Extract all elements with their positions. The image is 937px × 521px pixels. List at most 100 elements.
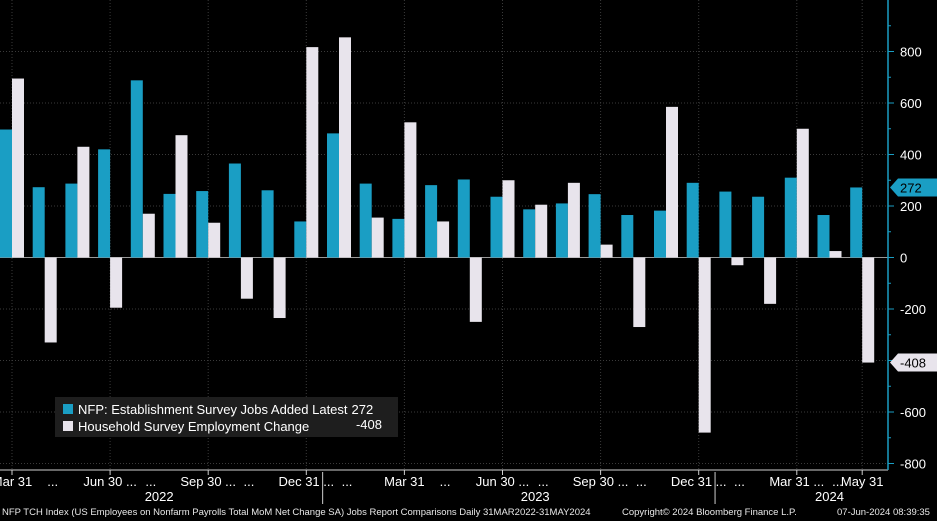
bar-establishment <box>457 179 470 258</box>
bar-household <box>666 106 678 258</box>
x-ellipsis-label: ... <box>342 474 353 489</box>
bar-establishment <box>621 215 634 258</box>
bar-household <box>240 257 253 299</box>
bar-establishment <box>98 149 111 258</box>
bar-household <box>698 257 711 433</box>
bar-household <box>12 78 24 258</box>
y-tick-label: -200 <box>900 302 926 317</box>
legend-value-establishment: 272 <box>351 401 374 417</box>
bar-household <box>567 182 580 258</box>
y-tick-label: 200 <box>900 199 922 214</box>
legend-value-household: -408 <box>355 417 382 432</box>
bar-household <box>764 257 777 304</box>
x-ellipsis-label: ... <box>636 474 647 489</box>
chart: Mar 31 Jun 30 ... Sep 30 ... Dec 31 ... Mar … <box>0 0 937 504</box>
bar-household <box>142 213 155 258</box>
footer-timestamp: 07-Jun-2024 08:39:35 <box>837 507 930 518</box>
last-value-label: 272 <box>900 180 922 195</box>
x-tick-label: Mar 31 ... <box>769 474 824 489</box>
legend-item-household: Household Survey Employment Change -408 <box>63 417 390 435</box>
last-value-label: -408 <box>900 356 926 371</box>
bar-household <box>469 257 482 322</box>
bar-household <box>437 221 450 258</box>
x-ellipsis-label: ... <box>538 474 549 489</box>
x-ellipsis-label: ... <box>243 474 254 489</box>
footer-description: NFP TCH Index (US Employees on Nonfarm P… <box>2 507 591 518</box>
bar-establishment <box>817 215 830 258</box>
bar-establishment <box>523 209 536 258</box>
bar-household <box>633 257 646 328</box>
bar-establishment <box>555 203 568 258</box>
bar-establishment <box>425 185 438 258</box>
y-tick-label: 0 <box>900 251 907 266</box>
bar-establishment <box>490 196 503 258</box>
legend-label-household: Household Survey Employment Change <box>78 418 310 434</box>
x-tick-label: Jun 30 ... <box>83 474 136 489</box>
bar-establishment <box>752 196 765 258</box>
x-tick-label: Sep 30 ... <box>573 474 629 489</box>
bar-establishment <box>32 187 45 258</box>
footer: NFP TCH Index (US Employees on Nonfarm P… <box>0 505 937 521</box>
bar-establishment <box>130 80 143 258</box>
bar-establishment <box>294 221 307 258</box>
bar-establishment <box>850 187 863 258</box>
x-ellipsis-label: ... <box>734 474 745 489</box>
x-tick-label: May 31 <box>841 474 884 489</box>
legend-swatch-household <box>63 421 73 431</box>
last-value-tag <box>890 353 937 372</box>
x-ellipsis-label: ... <box>832 474 843 489</box>
bar-establishment <box>196 191 209 258</box>
x-ellipsis-label: ... <box>440 474 451 489</box>
footer-copyright: Copyright© 2024 Bloomberg Finance L.P. <box>622 507 797 518</box>
y-tick-label: -800 <box>900 457 926 472</box>
bar-establishment <box>327 133 339 258</box>
legend-swatch-establishment <box>63 404 73 414</box>
bar-household <box>502 180 515 258</box>
bar-establishment <box>65 183 78 258</box>
bar-household <box>535 204 548 258</box>
bar-establishment <box>228 163 241 258</box>
legend-item-establishment: NFP: Establishment Survey Jobs Added Lat… <box>63 400 390 418</box>
bar-household <box>110 257 123 308</box>
legend-label-establishment: NFP: Establishment Survey Jobs Added Lat… <box>78 401 348 417</box>
x-tick-label: Dec 31 ... <box>671 474 727 489</box>
bar-household <box>339 37 351 258</box>
x-tick-label: Sep 30 ... <box>180 474 236 489</box>
bar-household <box>77 146 90 258</box>
bar-household <box>371 217 384 258</box>
year-label: 2023 <box>521 489 550 504</box>
y-tick-label: -600 <box>900 405 926 420</box>
bar-establishment <box>686 182 699 258</box>
bar-establishment <box>654 210 666 258</box>
x-tick-label: Mar 31 <box>384 474 424 489</box>
bar-establishment <box>784 177 797 258</box>
y-tick-label: 400 <box>900 148 922 163</box>
x-tick-label: Dec 31 ... <box>278 474 334 489</box>
x-ellipsis-label: ... <box>145 474 156 489</box>
bars <box>0 37 875 433</box>
bar-household <box>600 244 613 258</box>
bar-household <box>862 257 875 363</box>
x-ellipsis-label: ... <box>47 474 58 489</box>
bar-household <box>829 251 842 258</box>
bar-household <box>731 257 744 266</box>
x-tick-label: Jun 30 ... <box>476 474 529 489</box>
x-axis: Mar 31 Jun 30 ... Sep 30 ... Dec 31 ... Mar … <box>0 469 888 504</box>
bar-establishment <box>719 191 732 258</box>
bar-establishment <box>0 129 12 258</box>
bar-establishment <box>588 194 601 258</box>
bar-household <box>796 128 809 258</box>
y-tick-label: 800 <box>900 45 922 60</box>
legend: NFP: Establishment Survey Jobs Added Lat… <box>55 397 398 437</box>
last-value-tag <box>890 178 937 197</box>
bar-household <box>404 122 417 258</box>
bar-establishment <box>392 218 405 258</box>
year-label: 2024 <box>815 489 844 504</box>
bar-establishment <box>163 193 176 258</box>
bar-household <box>175 135 188 258</box>
bar-establishment <box>359 183 372 258</box>
y-tick-label: 600 <box>900 96 922 111</box>
bar-household <box>208 222 221 258</box>
bar-establishment <box>261 190 274 258</box>
